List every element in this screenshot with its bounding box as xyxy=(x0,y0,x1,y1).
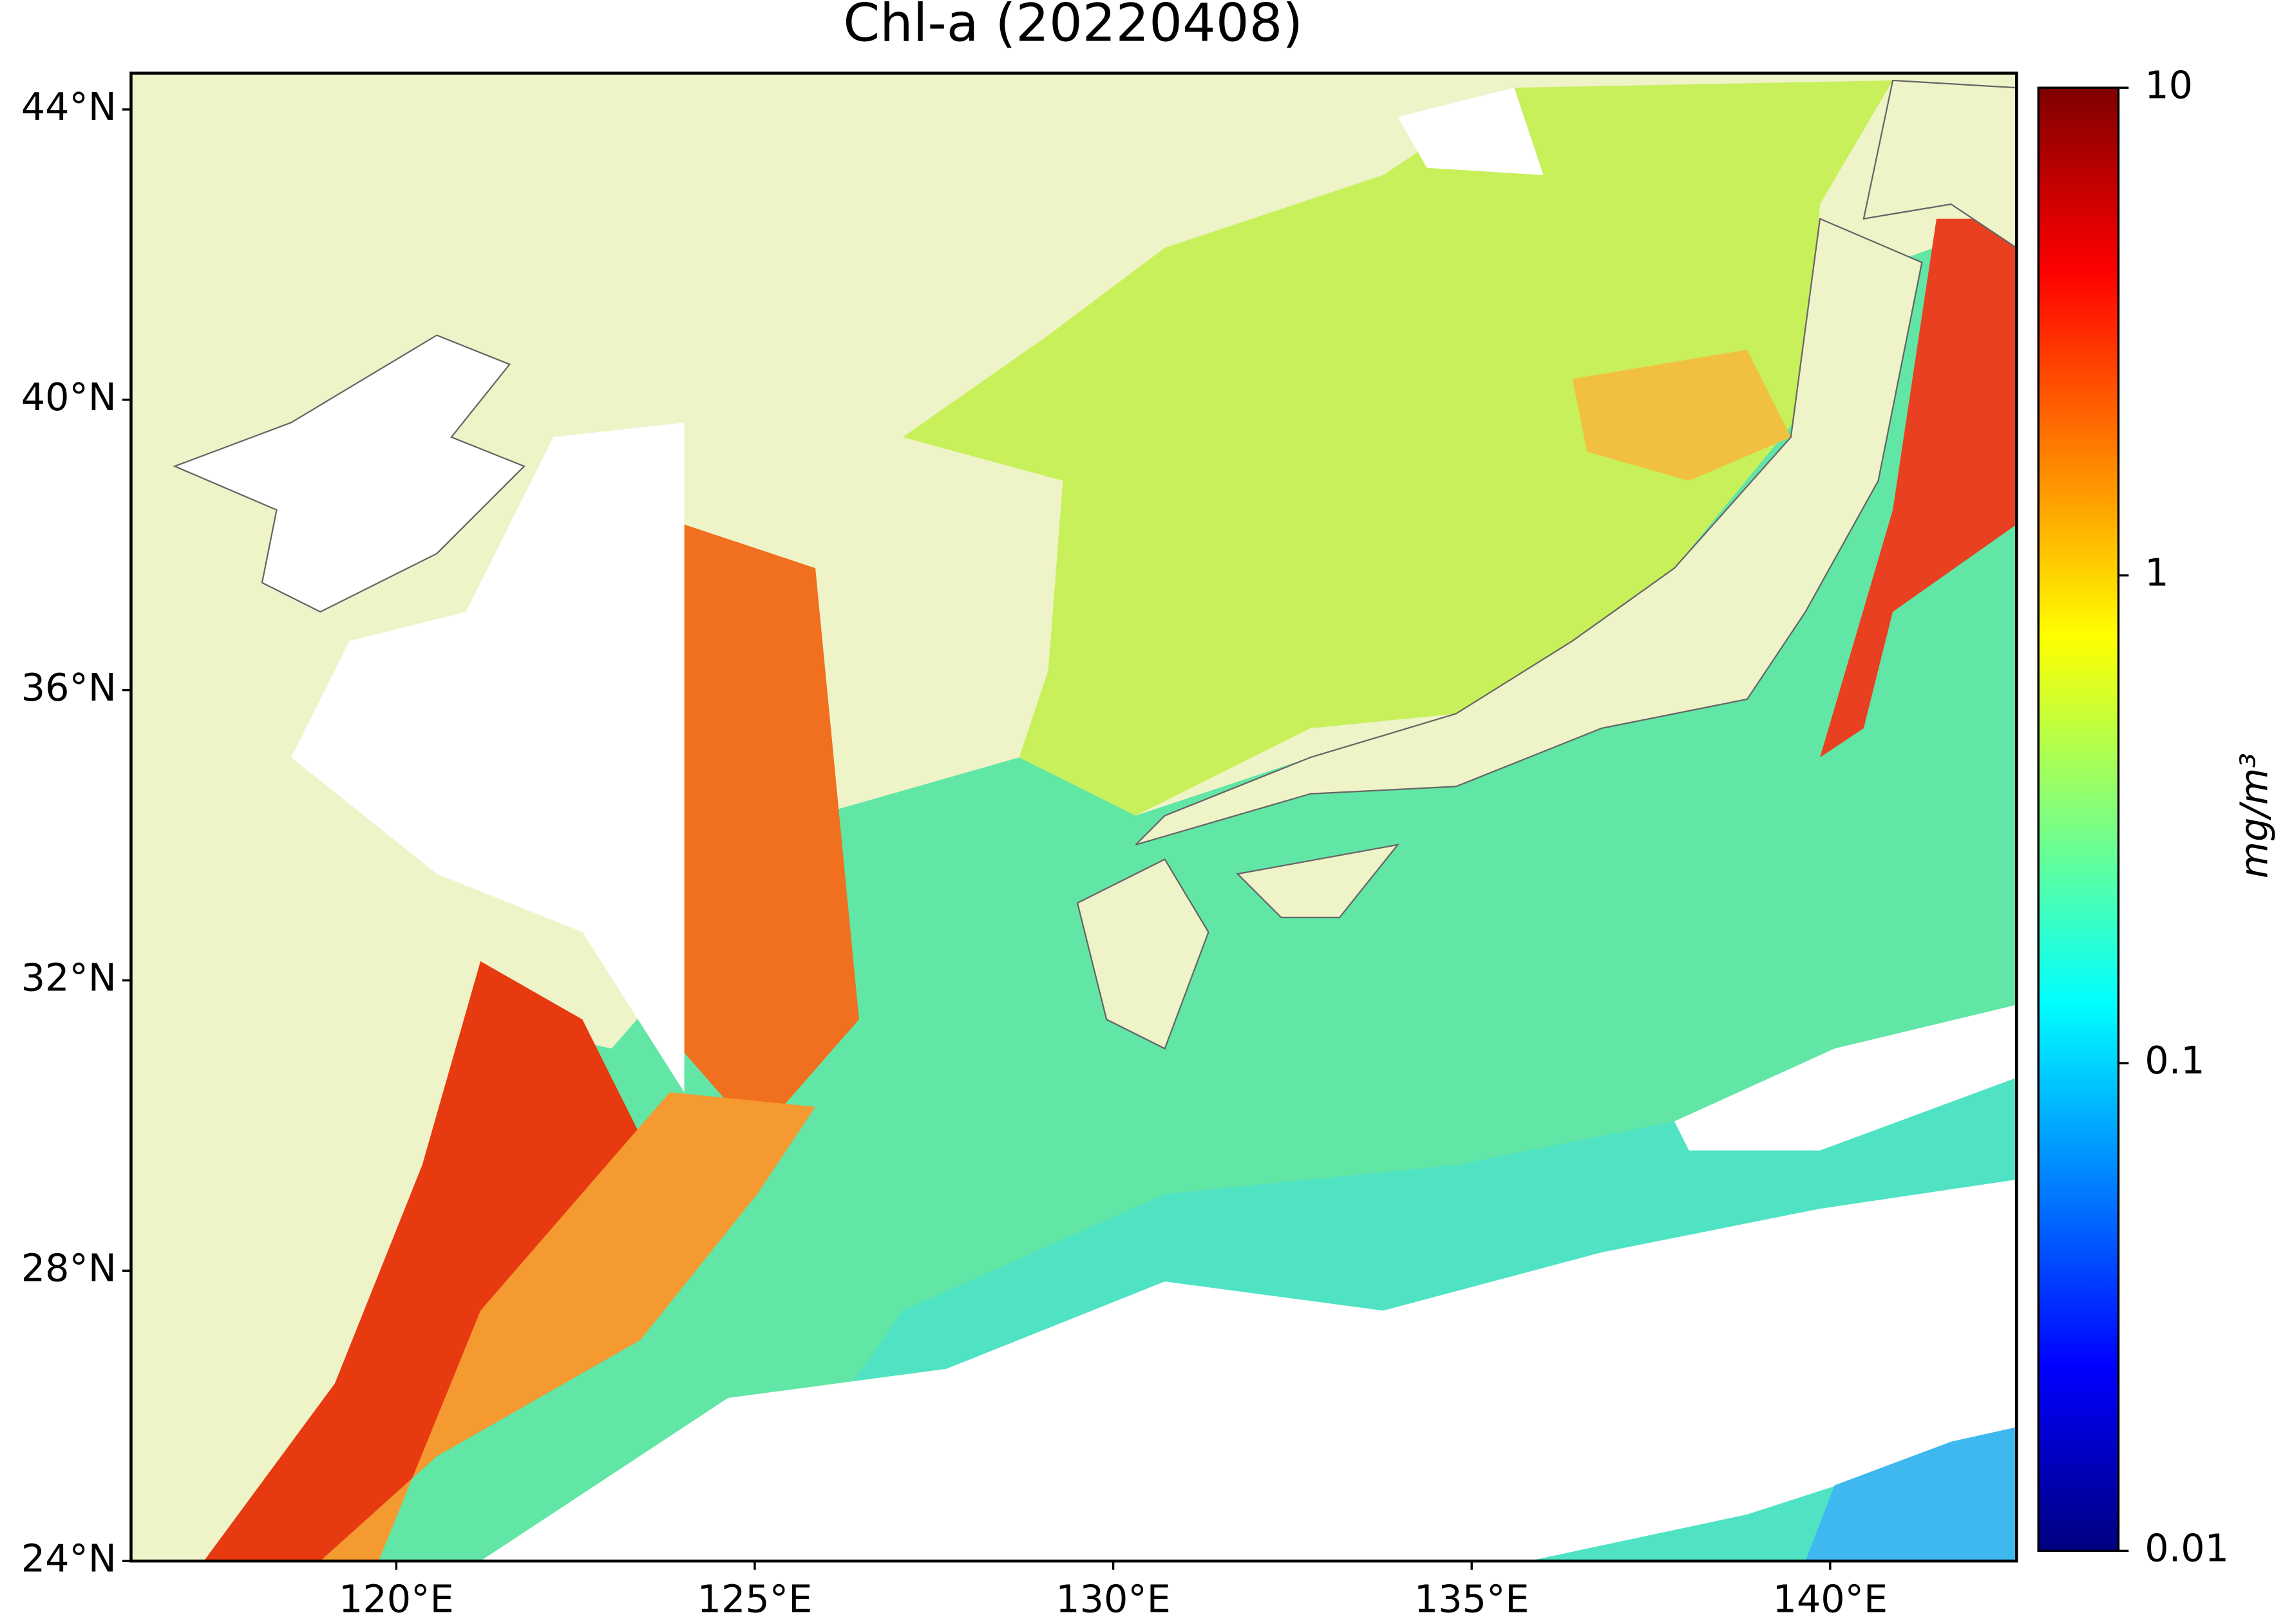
colorbar-tick-label: 0.1 xyxy=(2145,1038,2204,1082)
low-chl xyxy=(1805,1427,2017,1562)
bohai xyxy=(173,334,526,613)
cloud xyxy=(480,1179,2017,1562)
y-tick-label: 24°N xyxy=(21,1536,117,1580)
shikoku xyxy=(1236,844,1400,919)
east-pacific-bloom xyxy=(1820,218,2017,758)
japan-sea xyxy=(902,80,1893,816)
kyushu xyxy=(1076,858,1209,1050)
y-tick-label: 40°N xyxy=(21,375,117,419)
china-coast xyxy=(204,961,656,1562)
colorbar-tick-label: 10 xyxy=(2145,62,2193,107)
y-tick-label: 32°N xyxy=(21,956,117,1000)
map xyxy=(131,73,2017,1562)
y-tick-label: 28°N xyxy=(21,1245,117,1290)
x-tick-label: 135°E xyxy=(1414,1577,1530,1621)
frame xyxy=(129,71,2018,1563)
yangtze-plume xyxy=(320,1092,816,1562)
cloud xyxy=(291,422,685,1093)
colorbar-tick-label: 1 xyxy=(2145,551,2168,595)
colorbar-tick-label: 0.01 xyxy=(2145,1525,2229,1570)
honshu xyxy=(1135,218,1923,845)
cloud xyxy=(1397,88,1544,175)
x-tick-label: 120°E xyxy=(339,1577,454,1621)
hokkaido xyxy=(1862,79,2017,249)
y-tick-label: 44°N xyxy=(21,84,117,129)
x-tick-label: 130°E xyxy=(1056,1577,1171,1621)
japan-sea-bloom xyxy=(1572,350,1791,481)
x-tick-label: 140°E xyxy=(1772,1577,1888,1621)
colorbar-label: mg/m³ xyxy=(2231,753,2276,878)
y-tick-label: 36°N xyxy=(21,665,117,710)
x-tick-label: 125°E xyxy=(697,1577,813,1621)
cloud xyxy=(1674,1005,2017,1151)
colorbar xyxy=(2037,86,2120,1553)
chart-title: Chl-a (20220408) xyxy=(843,0,1303,54)
